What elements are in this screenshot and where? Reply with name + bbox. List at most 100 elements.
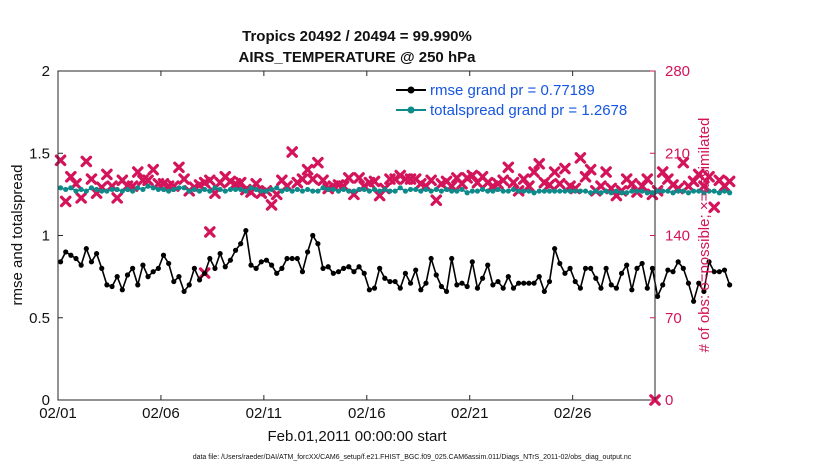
rmse-point (258, 259, 264, 265)
obs-assimilated-marker (111, 192, 123, 204)
totalspread-point (546, 188, 553, 194)
totalspread-point (433, 186, 439, 193)
totalspread-point (371, 186, 378, 193)
rmse-point (94, 250, 100, 257)
rmse-point (397, 285, 403, 291)
rmse-point (407, 280, 414, 286)
totalspread-point (130, 188, 136, 194)
obs-assimilated-marker (507, 176, 520, 189)
totalspread-point (166, 188, 172, 194)
rmse-point (603, 265, 609, 271)
rmse-point (356, 264, 362, 270)
totalspread-point (510, 186, 517, 193)
rmse-point (418, 287, 424, 293)
rmse-point (99, 265, 105, 271)
totalspread-point (114, 186, 120, 193)
rmse-point (325, 264, 331, 270)
totalspread-point (680, 188, 686, 194)
totalspread-point (392, 188, 398, 194)
x-tick-label: 02/11 (246, 405, 282, 422)
totalspread-point (279, 188, 285, 194)
totalspread-point (104, 188, 110, 194)
totalspread-point (140, 186, 146, 193)
data-file-footer: data file: /Users/raeder/DAI/ATM_forcXX/… (193, 454, 632, 461)
totalspread-point (608, 190, 614, 196)
rmse-point (649, 265, 656, 271)
obs-assimilated-marker (641, 173, 654, 185)
totalspread-point (248, 185, 254, 191)
obs-assimilated-marker (317, 174, 329, 187)
rmse-point (665, 267, 671, 273)
x-axis-label: Feb.01,2011 00:00:00 start (267, 428, 447, 445)
totalspread-point (593, 188, 599, 194)
totalspread-point (94, 186, 100, 193)
obs-assimilated-marker (70, 178, 82, 190)
totalspread-point (464, 190, 470, 196)
rmse-series (57, 227, 733, 304)
totalspread-point (63, 186, 69, 193)
totalspread-point (361, 186, 367, 193)
x-tick-label: 02/16 (348, 405, 386, 422)
rmse-point (474, 285, 481, 291)
rmse-point (500, 285, 506, 291)
totalspread-point (186, 188, 192, 194)
totalspread-point (274, 185, 280, 191)
rmse-point (114, 274, 120, 280)
obs-assimilated-marker (204, 174, 216, 187)
rmse-point (382, 275, 388, 281)
rmse-point (639, 260, 645, 267)
obs-extra-marker (204, 226, 216, 238)
rmse-point (588, 265, 594, 271)
obs-assimilated-marker (502, 161, 515, 174)
x-tick-label: 02/26 (554, 405, 592, 422)
totalspread-point (521, 188, 527, 194)
obs-assimilated-marker (703, 170, 715, 183)
totalspread-point (402, 188, 408, 194)
rmse-point (541, 288, 547, 295)
legend-rmse-marker (407, 86, 415, 94)
rmse-point (63, 249, 69, 255)
rmse-point (629, 287, 635, 293)
rmse-point (433, 272, 439, 278)
rmse-point (243, 227, 249, 234)
rmse-point (289, 255, 295, 262)
rmse-point (438, 283, 445, 290)
obs-assimilated-marker (75, 192, 87, 204)
rmse-point (716, 269, 722, 275)
rmse-point (222, 264, 228, 270)
totalspread-point (330, 186, 336, 193)
rmse-point (78, 262, 84, 268)
totalspread-point (160, 186, 167, 193)
rmse-point (160, 252, 167, 258)
rmse-point (685, 280, 692, 286)
totalspread-point (207, 188, 213, 194)
obs-assimilated-marker (574, 152, 587, 164)
rmse-point (68, 252, 74, 258)
totalspread-point (268, 186, 275, 193)
rmse-point (207, 255, 213, 262)
rmse-point (644, 285, 650, 291)
totalspread-point (618, 190, 625, 196)
totalspread-point (109, 186, 115, 193)
rmse-point (721, 267, 728, 273)
totalspread-point (243, 188, 249, 194)
totalspread-point (557, 188, 563, 194)
totalspread-point (407, 186, 414, 193)
rmse-point (675, 259, 681, 265)
rmse-point (186, 282, 192, 288)
totalspread-point (145, 183, 151, 189)
rmse-point (377, 265, 383, 271)
totalspread-point (577, 188, 583, 194)
obs-assimilated-marker (533, 158, 546, 170)
obs-assimilated-marker (584, 163, 597, 176)
totalspread-point (68, 185, 74, 191)
rmse-point (696, 280, 702, 286)
rmse-point (263, 257, 270, 263)
obs-assimilated-marker (142, 174, 154, 187)
rmse-point (346, 264, 352, 270)
totalspread-point (721, 188, 728, 194)
rmse-point (130, 265, 136, 271)
totalspread-point (716, 190, 722, 196)
totalspread-point (418, 188, 424, 194)
obs-assimilated-marker (337, 180, 350, 192)
